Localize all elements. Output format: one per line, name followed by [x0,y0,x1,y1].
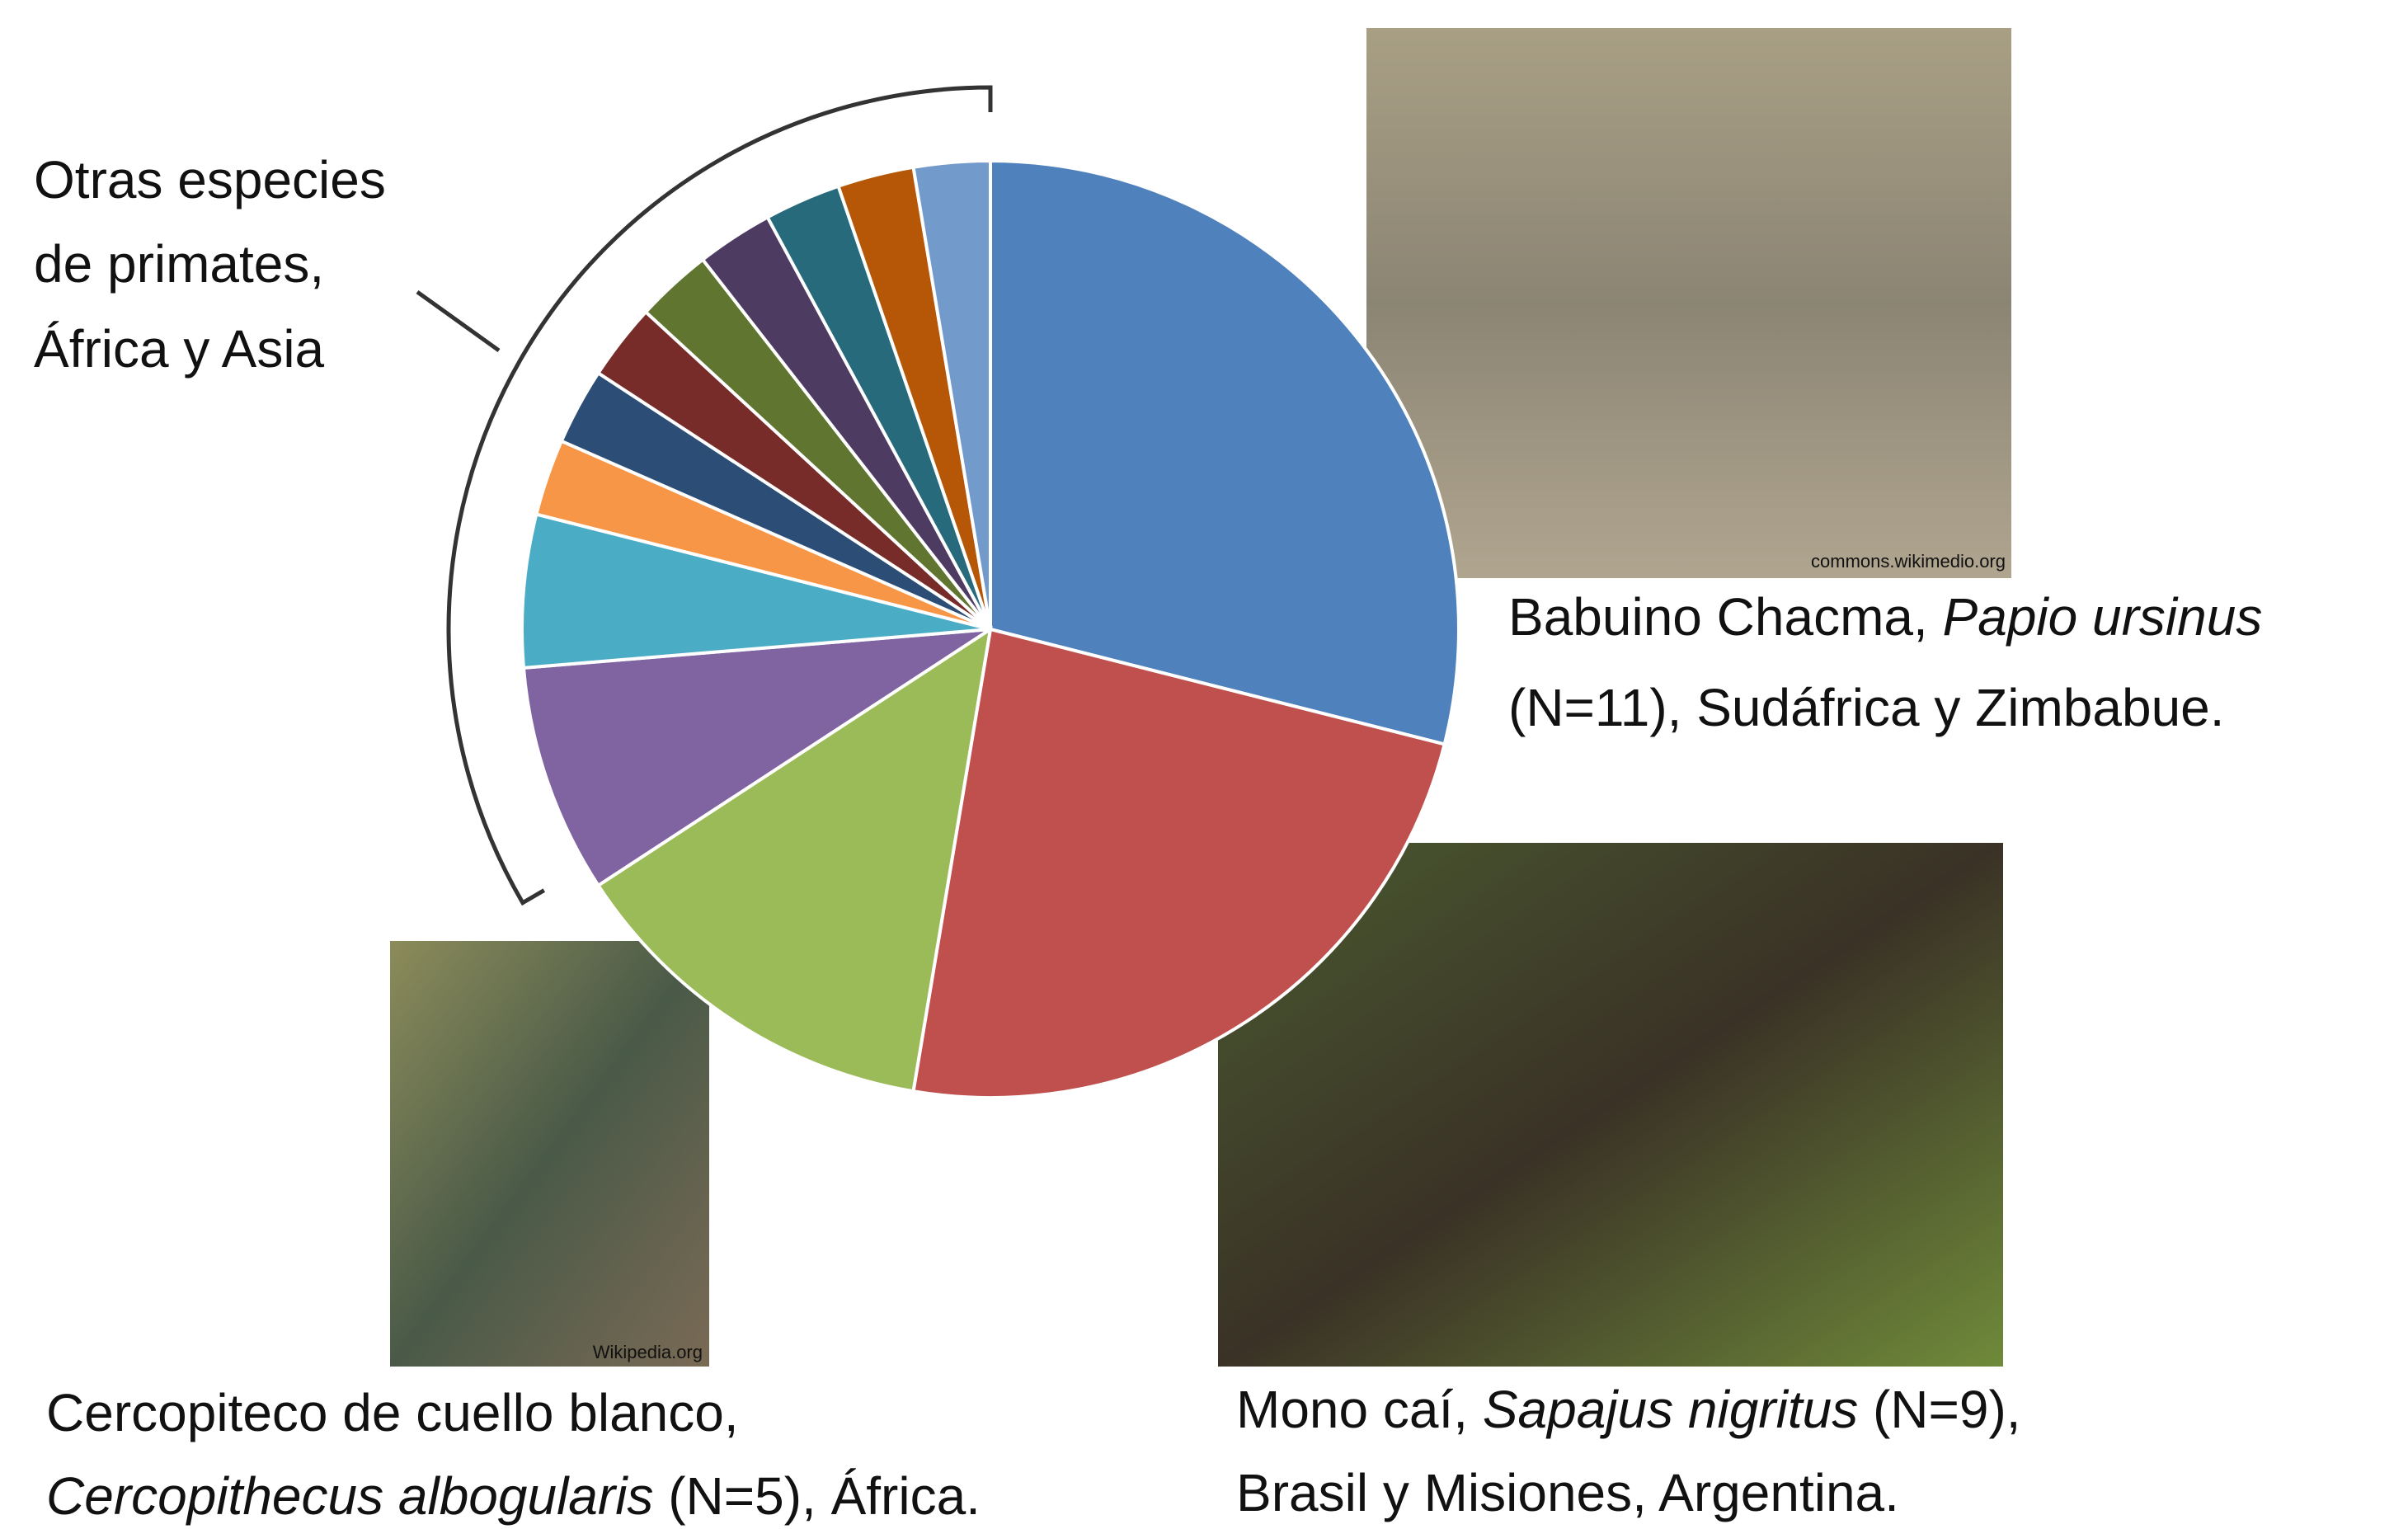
caption-species: Cercopithecus albogularis [46,1466,653,1526]
leader-line [417,292,499,350]
caption-text: (N=5), África. [653,1466,981,1526]
annotation: de primates, [34,234,324,294]
photo-cercopithecus [390,941,709,1367]
slide: commons.wikimedio.org Wikipedia.org Otra… [0,0,2408,1529]
caption: Brasil y Misiones, Argentina. [1236,1463,1899,1522]
caption: Cercopiteco de cuello blanco, [46,1383,739,1442]
caption-species: Sapajus nigritus [1483,1380,1858,1439]
annotation: África y Asia [34,319,325,379]
caption: (N=11), Sudáfrica y Zimbabue. [1508,678,2225,737]
caption-text: (N=9), [1858,1380,2020,1439]
caption-text: Mono caí, [1236,1380,1483,1439]
caption-text: (N=11), Sudáfrica y Zimbabue. [1508,678,2225,737]
page: {"chart_data": { "type": "pie", "values"… [0,0,2408,1529]
caption-text: Brasil y Misiones, Argentina. [1236,1463,1899,1522]
caption-species: Papio ursinus [1943,587,2263,647]
caption: Mono caí, Sapajus nigritus (N=9), [1236,1380,2021,1439]
caption-text: Babuino Chacma, [1508,587,1943,647]
annotation: Otras especies [34,150,386,209]
pie [522,161,1459,1098]
photo-baboon [1366,28,2011,578]
caption-text: Cercopiteco de cuello blanco, [46,1383,739,1442]
photo-credit: commons.wikimedio.org [1811,551,2006,572]
caption: Cercopithecus albogularis (N=5), África. [46,1466,981,1526]
caption: Babuino Chacma, Papio ursinus [1508,587,2262,647]
photo-credit: Wikipedia.org [593,1342,703,1362]
